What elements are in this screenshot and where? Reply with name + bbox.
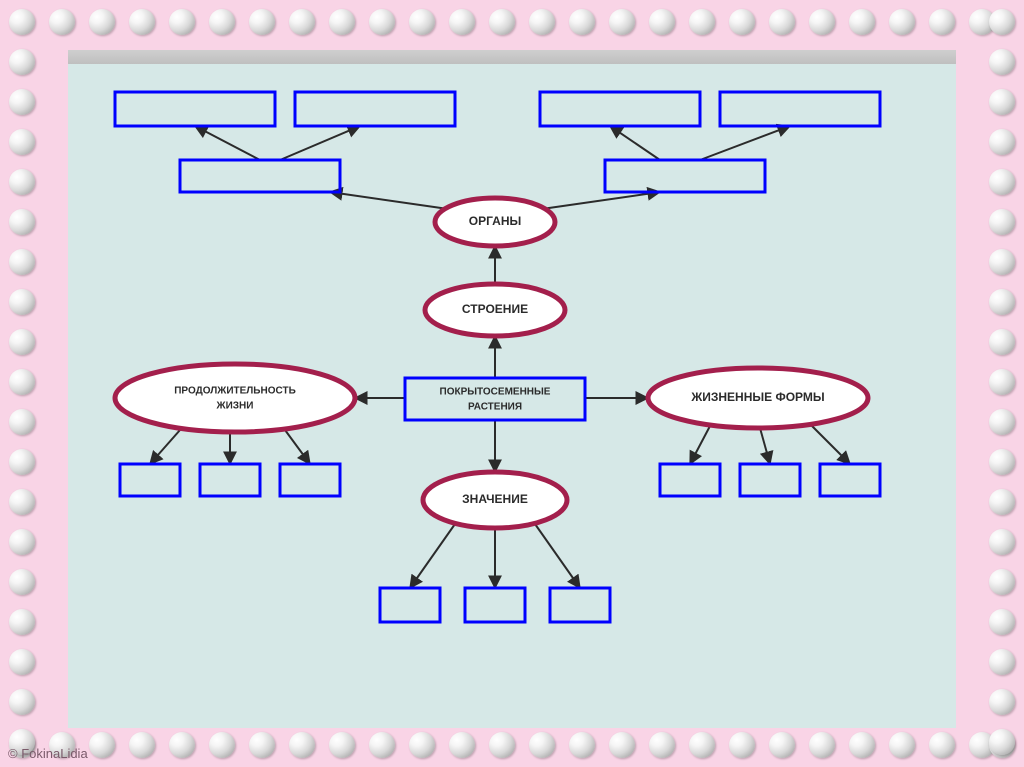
toolbar-strip [68,50,956,64]
svg-text:ЗНАЧЕНИЕ: ЗНАЧЕНИЕ [462,492,528,506]
svg-text:ЖИЗНИ: ЖИЗНИ [216,401,254,412]
svg-text:СТРОЕНИЕ: СТРОЕНИЕ [462,302,528,316]
stage: ПОКРЫТОСЕМЕННЫЕ РАСТЕНИЯ СТРОЕНИЕ ОРГАНЫ ЗНА… [0,0,1024,767]
svg-text:ОРГАНЫ: ОРГАНЫ [469,214,521,228]
copyright-text: © FokinaLidia [8,746,88,761]
svg-text:РАСТЕНИЯ: РАСТЕНИЯ [468,402,522,413]
svg-text:ПРОДОЛЖИТЕЛЬНОСТЬ: ПРОДОЛЖИТЕЛЬНОСТЬ [174,386,296,397]
diagram-canvas: ПОКРЫТОСЕМЕННЫЕ РАСТЕНИЯ СТРОЕНИЕ ОРГАНЫ ЗНА… [68,64,956,728]
svg-text:ЖИЗНЕННЫЕ ФОРМЫ: ЖИЗНЕННЫЕ ФОРМЫ [690,390,824,404]
svg-text:ПОКРЫТОСЕМЕННЫЕ: ПОКРЫТОСЕМЕННЫЕ [440,387,551,398]
ellipse-life [115,364,355,432]
